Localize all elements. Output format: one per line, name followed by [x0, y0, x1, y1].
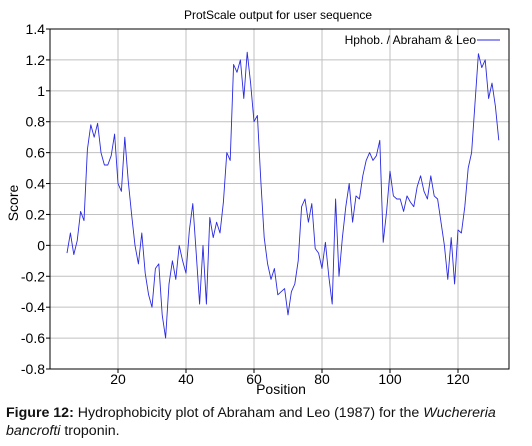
figure-caption: Figure 12: Hydrophobicity plot of Abraha…: [6, 404, 526, 440]
y-tick-label: 0.8: [26, 114, 46, 130]
x-tick-label: 100: [378, 371, 402, 387]
y-tick-label: 1.2: [26, 52, 46, 68]
hydrophobicity-chart: ProtScale output for user sequence -0.8-…: [5, 8, 510, 397]
y-axis-label: Score: [5, 185, 21, 222]
x-tick-label: 120: [446, 371, 470, 387]
x-axis-label: Position: [256, 381, 306, 397]
y-tick-label: 0.4: [26, 176, 46, 192]
y-axis-ticks: -0.8 -0.6 -0.4 -0.2 0 0.2 0.4 0.6 0.8 1 1.2 1.4: [21, 21, 50, 377]
x-axis-ticks: 20 40 60 80 100 120: [110, 369, 470, 387]
legend: Hphob. / Abraham & Leo: [345, 33, 500, 47]
series-line: [66, 51, 500, 339]
caption-tail: troponin.: [60, 423, 120, 439]
grid-lines: [50, 29, 509, 369]
caption-text: Hydrophobicity plot of Abraham and Leo (…: [73, 405, 424, 421]
x-tick-label: 60: [246, 371, 262, 387]
chart-title: ProtScale output for user sequence: [184, 8, 372, 22]
caption-label: Figure 12:: [6, 405, 74, 421]
x-tick-label: 20: [110, 371, 126, 387]
y-tick-label: -0.4: [21, 299, 45, 315]
x-tick-label: 40: [178, 371, 194, 387]
y-tick-label: 1.4: [26, 21, 46, 37]
y-tick-label: 0.6: [26, 145, 46, 161]
y-tick-label: 0: [37, 237, 45, 253]
y-tick-label: 1: [37, 83, 45, 99]
x-tick-label: 80: [314, 371, 330, 387]
y-tick-label: -0.8: [21, 361, 45, 377]
plot-area-frame: [49, 28, 510, 370]
y-tick-label: -0.6: [21, 330, 45, 346]
caption-species: Wuchereria bancrofti: [6, 405, 496, 439]
series-layer: [66, 51, 500, 339]
legend-label: Hphob. / Abraham & Leo: [345, 33, 477, 47]
y-tick-label: 0.2: [26, 206, 46, 222]
y-tick-label: -0.2: [21, 268, 45, 284]
